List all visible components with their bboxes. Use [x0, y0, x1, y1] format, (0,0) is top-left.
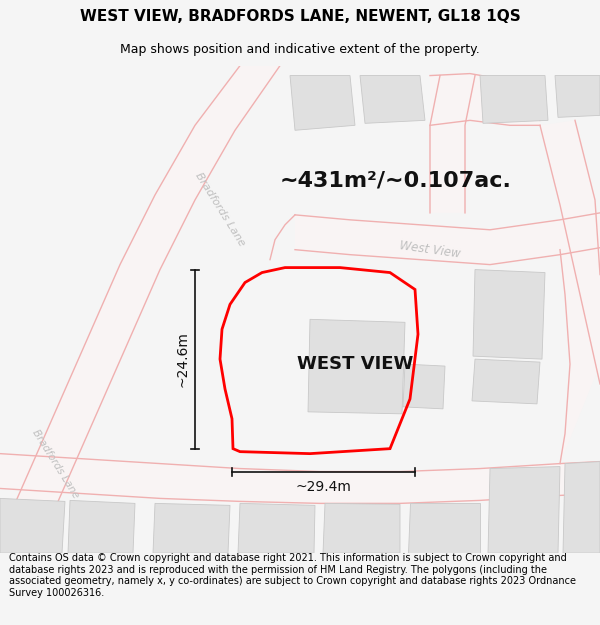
Polygon shape — [430, 76, 475, 213]
Polygon shape — [560, 248, 600, 464]
Text: West View: West View — [398, 239, 461, 261]
Polygon shape — [540, 121, 600, 384]
Text: ~431m²/~0.107ac.: ~431m²/~0.107ac. — [280, 170, 512, 190]
Text: Contains OS data © Crown copyright and database right 2021. This information is : Contains OS data © Crown copyright and d… — [9, 553, 576, 598]
Text: ~29.4m: ~29.4m — [296, 481, 352, 494]
Polygon shape — [323, 503, 400, 553]
Polygon shape — [360, 76, 425, 123]
Text: WEST VIEW: WEST VIEW — [297, 355, 413, 373]
Polygon shape — [68, 501, 135, 553]
Polygon shape — [480, 76, 548, 123]
Polygon shape — [0, 454, 600, 503]
Text: WEST VIEW, BRADFORDS LANE, NEWENT, GL18 1QS: WEST VIEW, BRADFORDS LANE, NEWENT, GL18 … — [80, 9, 520, 24]
Polygon shape — [473, 269, 545, 359]
Polygon shape — [0, 66, 280, 553]
Text: ~24.6m: ~24.6m — [176, 331, 190, 387]
Polygon shape — [308, 319, 405, 414]
Polygon shape — [153, 503, 230, 553]
Polygon shape — [408, 503, 480, 553]
Polygon shape — [0, 498, 65, 553]
Polygon shape — [238, 503, 315, 553]
Polygon shape — [430, 74, 540, 126]
Polygon shape — [555, 76, 600, 118]
Polygon shape — [403, 364, 445, 409]
Polygon shape — [290, 76, 355, 130]
Text: Map shows position and indicative extent of the property.: Map shows position and indicative extent… — [120, 42, 480, 56]
Text: Bradfords Lane: Bradfords Lane — [193, 171, 247, 249]
Text: Bradfords Lane: Bradfords Lane — [30, 428, 80, 500]
Polygon shape — [472, 359, 540, 404]
Polygon shape — [488, 467, 560, 553]
Polygon shape — [295, 213, 600, 264]
Polygon shape — [563, 462, 600, 553]
